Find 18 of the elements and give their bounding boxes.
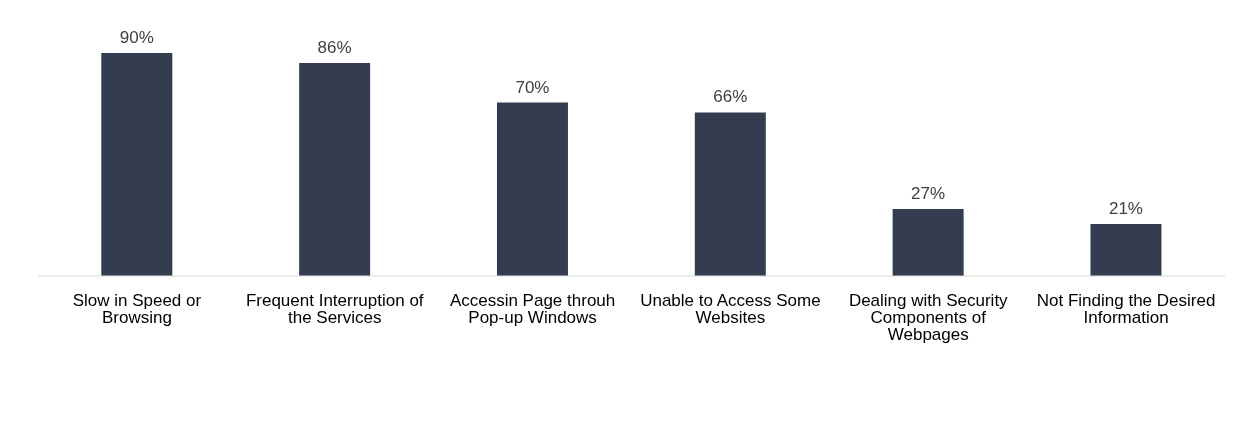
data-label: 21% bbox=[1108, 198, 1143, 218]
bar bbox=[892, 209, 964, 276]
data-label: 90% bbox=[119, 28, 154, 47]
data-label: 70% bbox=[515, 77, 550, 97]
x-tick-label: Accessin Page throuh Pop-up Windows bbox=[449, 291, 616, 328]
data-label: 27% bbox=[911, 184, 946, 204]
bar bbox=[694, 112, 766, 276]
x-tick-label: Slow in Speed or Browsing bbox=[72, 291, 202, 328]
data-label: 86% bbox=[317, 37, 352, 57]
bar bbox=[496, 102, 568, 276]
x-tick-label: Frequent Interruption of the Services bbox=[245, 291, 424, 328]
x-tick-label: Dealing with Security Components of Webpages bbox=[848, 291, 1009, 345]
bar bbox=[299, 62, 371, 276]
bar bbox=[101, 53, 173, 276]
bar bbox=[1090, 223, 1162, 276]
data-label: 66% bbox=[713, 87, 748, 107]
x-tick-label: Not Finding the Desired Information bbox=[1036, 291, 1216, 328]
x-tick-label: Unable to Access Some Websites bbox=[640, 291, 821, 328]
